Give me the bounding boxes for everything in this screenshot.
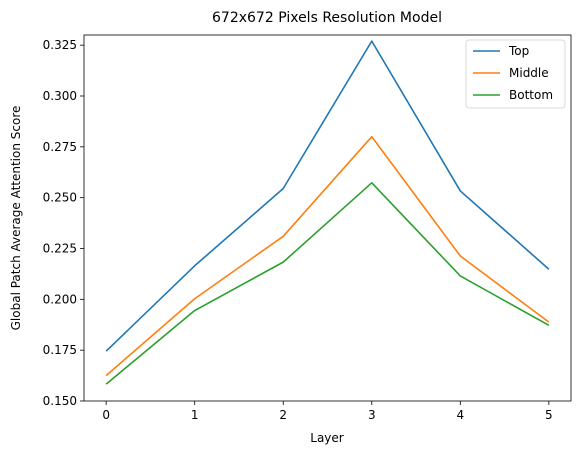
x-tick-label: 5	[545, 408, 553, 422]
y-tick-label: 0.150	[43, 394, 77, 408]
y-tick-label: 0.225	[43, 242, 77, 256]
y-tick-label: 0.300	[43, 89, 77, 103]
legend-label-bottom: Bottom	[509, 88, 553, 102]
chart-title: 672x672 Pixels Resolution Model	[212, 10, 442, 26]
y-axis-label: Global Patch Average Attention Score	[9, 106, 23, 331]
y-tick-label: 0.325	[43, 38, 77, 52]
x-tick-label: 1	[191, 408, 199, 422]
y-tick-label: 0.200	[43, 292, 77, 306]
legend-label-top: Top	[508, 44, 529, 58]
x-tick-label: 2	[279, 408, 287, 422]
series-line-middle	[105, 135, 550, 377]
legend-box	[465, 39, 566, 109]
plot-frame	[83, 34, 572, 402]
x-tick-label: 3	[368, 408, 376, 422]
y-tick-label: 0.175	[43, 343, 77, 357]
legend: Top Middle Bottom	[465, 39, 566, 109]
y-tick-label: 0.250	[43, 191, 77, 205]
y-tick-label: 0.275	[43, 140, 77, 154]
x-tick-label: 4	[456, 408, 464, 422]
series-line-bottom	[105, 182, 550, 385]
legend-label-middle: Middle	[509, 66, 549, 80]
x-tick-label: 0	[102, 408, 110, 422]
x-axis-label: Layer	[310, 431, 344, 445]
plot-area: 0 1 2 3 4 5 0.150 0.175 0.200 0.225 0.250 0.275 0.30…	[43, 34, 572, 422]
series-line-top	[105, 40, 550, 352]
